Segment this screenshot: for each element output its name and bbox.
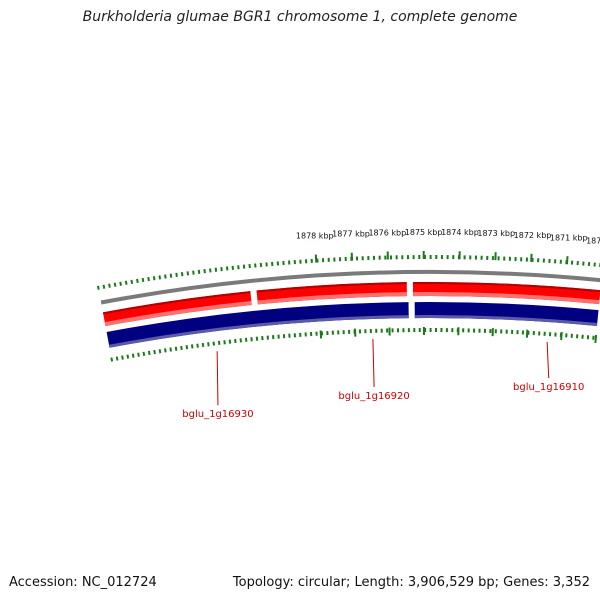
forward-gene-edge-1 xyxy=(256,282,407,293)
inner-minor-tick xyxy=(201,342,205,348)
genome-summary-text: Topology: circular; Length: 3,906,529 bp… xyxy=(232,575,590,590)
inner-minor-tick xyxy=(169,347,172,352)
forward-gene-shade-1 xyxy=(257,292,407,305)
gene-label: bglu_1g16910 xyxy=(513,382,584,393)
inner-major-tick xyxy=(594,334,598,344)
outer-minor-tick xyxy=(124,280,128,285)
outer-minor-tick xyxy=(141,277,145,283)
gene-labels: bglu_1g16910 bglu_1g16920 bglu_1g16930 xyxy=(182,338,584,420)
outer-minor-tick xyxy=(192,270,195,275)
outer-minor-tick xyxy=(147,276,150,282)
backbone-ring xyxy=(100,270,600,305)
inner-tick-ring xyxy=(110,327,598,362)
outer-major-tick xyxy=(314,254,318,263)
scale-label: 1873 kbp xyxy=(477,229,515,238)
outer-major-tick xyxy=(565,256,569,265)
gene-label: bglu_1g16930 xyxy=(182,409,253,420)
inner-minor-tick xyxy=(131,353,135,358)
inner-minor-tick xyxy=(164,348,167,353)
inner-minor-tick xyxy=(142,351,146,356)
gene-label: bglu_1g16920 xyxy=(338,391,409,402)
scale-label: 1872 kbp xyxy=(514,231,552,240)
inner-minor-tick xyxy=(126,354,130,359)
reverse-gene-edge-1 xyxy=(414,315,598,327)
scale-label: 1870 kbp xyxy=(586,236,600,245)
outer-minor-tick xyxy=(158,275,162,280)
scale-label: 1874 kbp xyxy=(441,228,479,237)
forward-strand-track xyxy=(102,282,600,327)
scale-label: 1871 kbp xyxy=(550,233,588,242)
outer-minor-tick xyxy=(197,269,201,274)
forward-gene-shade-0 xyxy=(104,301,252,327)
scale-label: 1878 kbp xyxy=(296,232,334,241)
outer-minor-tick xyxy=(136,278,139,284)
inner-minor-tick xyxy=(158,349,162,354)
reverse-strand-track xyxy=(106,301,599,348)
inner-minor-tick xyxy=(153,349,156,355)
inner-minor-tick xyxy=(121,355,124,360)
scale-label: 1875 kbp xyxy=(405,228,443,237)
inner-minor-tick xyxy=(115,356,119,361)
gene-label-leader xyxy=(372,338,375,387)
map-title: Burkholderia glumae BGR1 chromosome 1, c… xyxy=(82,9,518,25)
outer-minor-tick xyxy=(164,274,167,279)
outer-minor-tick xyxy=(130,279,134,284)
inner-minor-tick xyxy=(180,345,183,351)
outer-minor-tick xyxy=(186,271,190,276)
inner-major-tick xyxy=(319,330,323,339)
inner-minor-tick xyxy=(196,343,199,348)
forward-gene-edge-2 xyxy=(412,282,600,293)
outer-minor-tick xyxy=(102,284,106,289)
inner-minor-tick xyxy=(185,345,189,350)
outer-minor-tick xyxy=(119,281,122,286)
gene-label-leader xyxy=(216,351,219,406)
scale-label: 1877 kbp xyxy=(332,230,370,239)
inner-major-tick xyxy=(560,331,563,341)
inner-minor-tick xyxy=(174,346,178,351)
outer-minor-tick xyxy=(169,273,173,278)
outer-minor-tick xyxy=(175,272,178,278)
inner-minor-tick xyxy=(207,342,210,347)
scale-label: 1876 kbp xyxy=(368,228,406,237)
inner-minor-tick xyxy=(147,350,151,356)
inner-minor-tick xyxy=(190,344,194,349)
outer-minor-tick xyxy=(113,282,117,287)
outer-tick-ring xyxy=(96,251,600,290)
inner-minor-tick xyxy=(137,352,140,357)
inner-minor-tick xyxy=(110,357,114,362)
accession-text: Accession: NC_012724 xyxy=(9,575,157,590)
outer-minor-tick xyxy=(96,285,100,290)
outer-minor-tick xyxy=(108,283,111,288)
forward-gene-edge-0 xyxy=(102,291,251,315)
outer-minor-tick xyxy=(152,276,156,281)
forward-gene-shade-2 xyxy=(413,292,600,305)
outer-minor-tick xyxy=(180,271,184,277)
gene-label-leader xyxy=(546,341,550,379)
reverse-gene-edge-0 xyxy=(109,315,409,348)
